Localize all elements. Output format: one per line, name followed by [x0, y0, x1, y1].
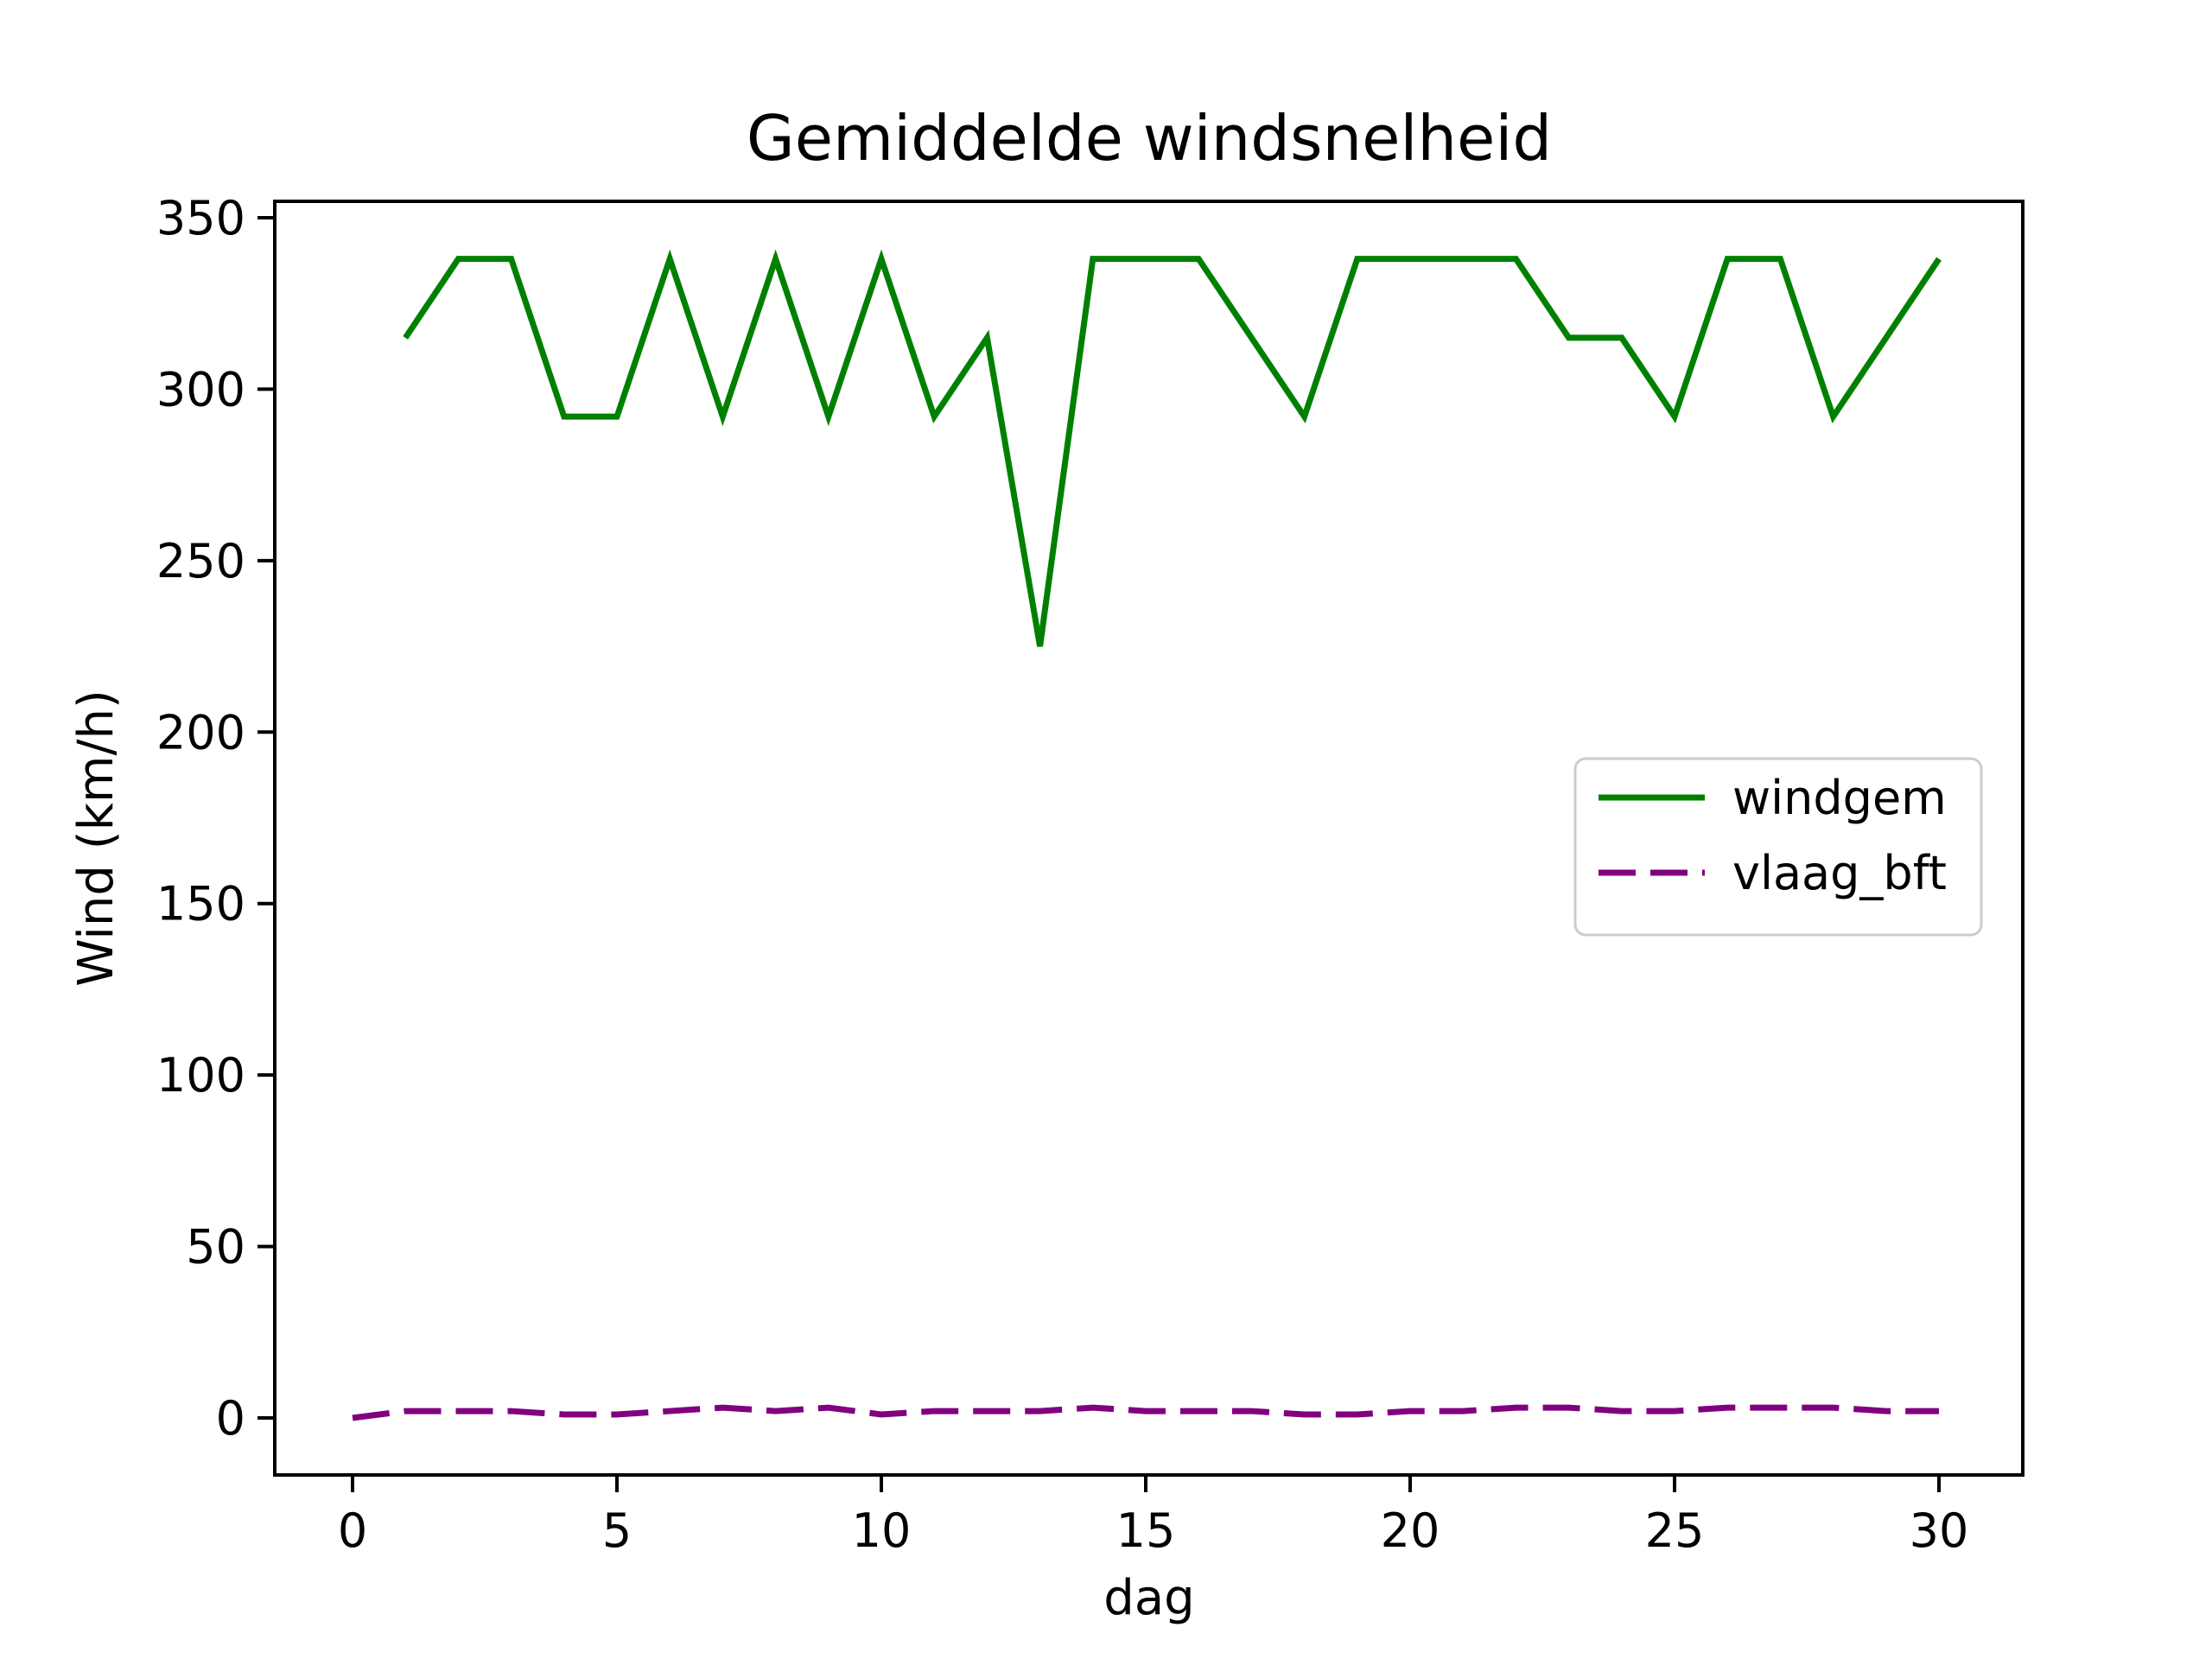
y-tick-label: 200 [156, 705, 245, 760]
y-tick-label: 100 [156, 1048, 245, 1103]
x-tick-label: 30 [1910, 1503, 1969, 1558]
legend-box [1573, 757, 1983, 937]
y-tick-label: 300 [156, 362, 245, 416]
x-tick-label: 20 [1381, 1503, 1440, 1558]
vlaag_bft-line [352, 1404, 1939, 1421]
y-tick-label: 350 [156, 191, 245, 245]
windgem-line [403, 249, 1942, 647]
y-axis-label: Wind (km/h) [68, 690, 124, 987]
x-tick-label: 10 [852, 1503, 912, 1558]
x-tick-label: 15 [1116, 1503, 1176, 1558]
y-tick-label: 0 [216, 1391, 245, 1446]
chart-title: Gemiddelde windsnelheid [747, 102, 1552, 175]
x-tick-label: 0 [338, 1503, 367, 1558]
legend-windgem-label: windgem [1732, 771, 1947, 825]
x-tick-label: 25 [1645, 1503, 1705, 1558]
plot-area-frame [273, 200, 2024, 1477]
x-tick-label: 5 [602, 1503, 632, 1558]
plot-contents: 0 5 10 15 20 25 30050100150200250300350windgem… [156, 191, 1983, 1558]
y-tick-label: 250 [156, 534, 245, 588]
x-axis-label: dag [1103, 1570, 1194, 1626]
legend-vlaag_bft-label: vlaag_bft [1732, 846, 1947, 900]
y-tick-label: 150 [156, 877, 245, 931]
y-tick-label: 50 [186, 1220, 245, 1274]
